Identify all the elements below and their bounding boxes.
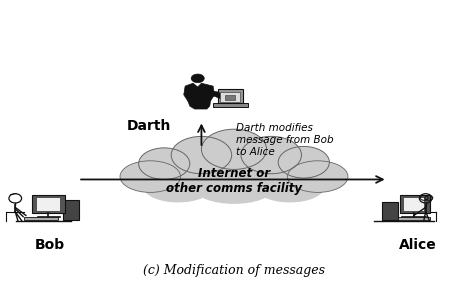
Ellipse shape [255, 171, 325, 202]
FancyBboxPatch shape [64, 200, 79, 220]
FancyBboxPatch shape [225, 95, 235, 100]
FancyBboxPatch shape [218, 89, 243, 103]
Ellipse shape [143, 171, 213, 202]
Ellipse shape [191, 74, 204, 83]
Text: Bob: Bob [35, 238, 66, 252]
Polygon shape [184, 83, 214, 103]
Ellipse shape [155, 155, 229, 192]
FancyBboxPatch shape [213, 103, 248, 107]
Ellipse shape [171, 136, 232, 174]
FancyBboxPatch shape [36, 197, 59, 211]
Ellipse shape [287, 161, 348, 192]
Ellipse shape [201, 129, 267, 169]
Text: Alice: Alice [399, 238, 437, 252]
FancyBboxPatch shape [32, 195, 66, 213]
Text: Darth modifies
message from Bob
to Alice: Darth modifies message from Bob to Alice [236, 124, 334, 157]
Ellipse shape [139, 148, 190, 180]
FancyBboxPatch shape [382, 202, 398, 220]
Ellipse shape [195, 172, 273, 204]
Polygon shape [207, 90, 228, 100]
Ellipse shape [120, 161, 181, 192]
FancyBboxPatch shape [24, 217, 58, 220]
FancyBboxPatch shape [398, 217, 430, 220]
FancyBboxPatch shape [400, 195, 430, 213]
FancyBboxPatch shape [220, 92, 240, 102]
Text: (c) Modification of messages: (c) Modification of messages [143, 264, 325, 277]
Text: Darth: Darth [127, 119, 171, 133]
Ellipse shape [239, 155, 313, 192]
Text: Internet or
other comms facility: Internet or other comms facility [166, 167, 302, 195]
Polygon shape [188, 100, 211, 109]
Ellipse shape [278, 146, 329, 178]
Ellipse shape [195, 155, 273, 192]
Ellipse shape [241, 136, 301, 174]
FancyBboxPatch shape [403, 197, 424, 211]
